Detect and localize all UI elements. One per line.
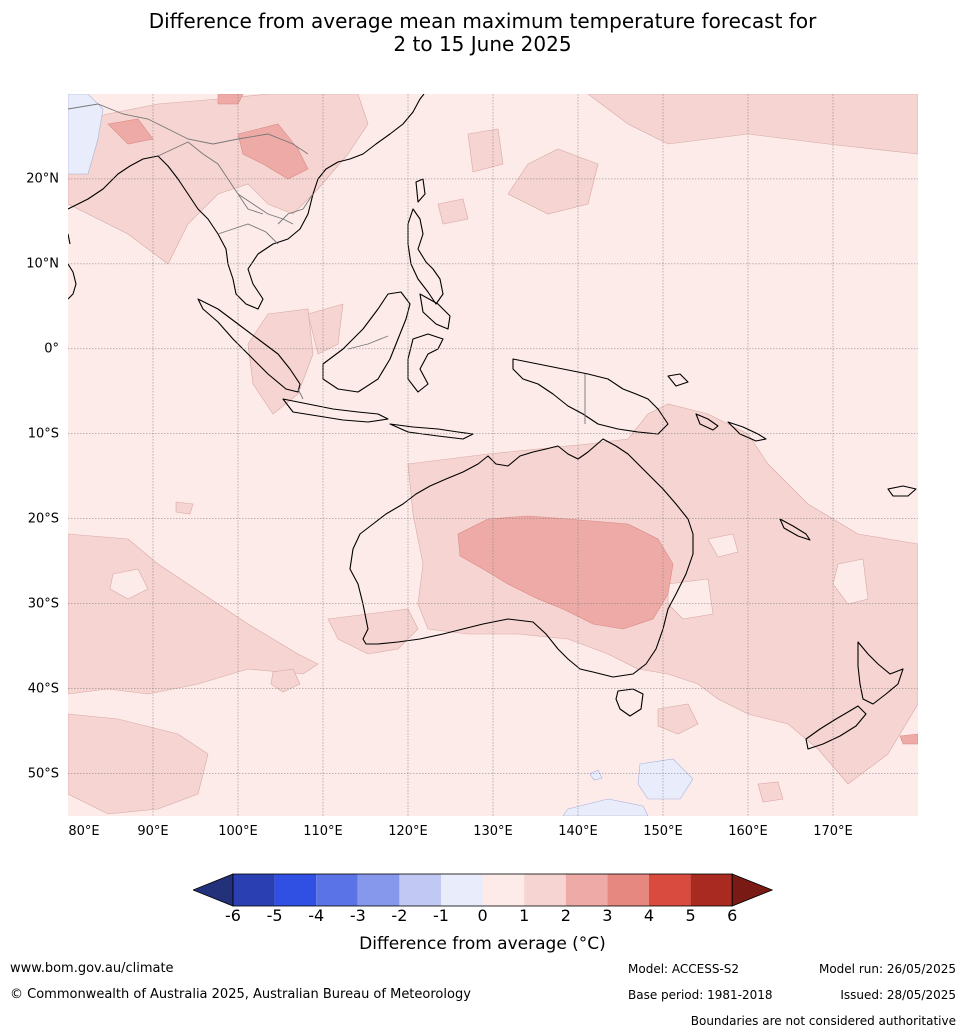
longitude-label: 110°E — [303, 824, 343, 839]
longitude-label: 130°E — [473, 824, 513, 839]
longitude-label: 160°E — [728, 824, 768, 839]
new-zealand-south-coast — [805, 705, 867, 750]
philippines-coast — [407, 208, 444, 305]
longitude-label: 170°E — [813, 824, 853, 839]
colorbar-tick-label: 5 — [685, 906, 696, 925]
colorbar-tick-label: 6 — [727, 906, 738, 925]
colorbar-tick-label: -3 — [349, 906, 366, 925]
graticule — [68, 94, 918, 816]
colorbar-tick-label: 0 — [477, 906, 488, 925]
sulawesi-coast — [407, 333, 444, 393]
colorbar-swatch — [233, 874, 275, 906]
latitude-label: 50°S — [27, 766, 59, 782]
colorbar-swatch — [607, 874, 649, 906]
anomaly-map — [68, 94, 918, 816]
longitude-label: 90°E — [137, 824, 169, 839]
asia-coast — [68, 94, 425, 310]
colorbar-swatch — [441, 874, 483, 906]
map-title: Difference from average mean maximum tem… — [0, 10, 965, 56]
tasmania-coast — [615, 688, 644, 717]
colorbar-swatch — [524, 874, 566, 906]
colorbar-tick-label: -5 — [266, 906, 283, 925]
longitude-label: 80°E — [68, 824, 100, 839]
anomaly-0-1-holes — [109, 533, 869, 620]
longitude-label: 140°E — [558, 824, 598, 839]
colorbar-tick-label: -1 — [433, 906, 449, 925]
sumatra-coast — [197, 298, 301, 393]
model-run-text: Model run: 26/05/2025 — [818, 962, 956, 976]
latitude-label: 0° — [44, 341, 59, 357]
latitude-label: 30°S — [27, 596, 59, 612]
latitude-label: 10°N — [26, 256, 59, 272]
colorbar — [193, 873, 773, 907]
colorbar-swatch — [482, 874, 525, 906]
anomaly-minus1-0-regions — [68, 94, 694, 816]
latitude-label: 10°S — [27, 426, 59, 442]
colorbar-swatch — [316, 874, 358, 906]
colorbar-tick-label: 3 — [602, 906, 613, 925]
anomaly-2-3-regions — [107, 94, 918, 745]
colorbar-tick-label: 1 — [519, 906, 530, 925]
disclaimer-text: Boundaries are not considered authoritat… — [690, 1014, 956, 1028]
colorbar-tick-label: -4 — [308, 906, 325, 925]
new-guinea-coast — [512, 358, 669, 435]
base-period-text: Base period: 1981-2018 — [628, 988, 773, 1002]
longitude-label: 100°E — [218, 824, 258, 839]
colorbar-swatch — [565, 874, 608, 906]
colorbar-min-extend — [193, 873, 234, 907]
colorbar-max-extend — [731, 873, 773, 907]
colorbar-swatch — [399, 874, 441, 906]
borneo-coast — [322, 291, 411, 393]
colorbar-tick-label: -6 — [225, 906, 241, 925]
title-line-1: Difference from average mean maximum tem… — [148, 9, 817, 33]
colorbar-tick-label: 2 — [560, 906, 571, 925]
coastlines — [68, 94, 917, 750]
latitude-label: 20°N — [26, 171, 59, 187]
colorbar-label: Difference from average (°C) — [359, 934, 606, 954]
colorbar-tick-label: -2 — [391, 906, 408, 925]
colorbar-frame — [232, 873, 733, 907]
latitude-label: 20°S — [27, 511, 59, 527]
copyright-text: © Commonwealth of Australia 2025, Austra… — [10, 987, 471, 1002]
colorbar-swatch — [690, 874, 733, 906]
title-line-2: 2 to 15 June 2025 — [393, 32, 572, 56]
model-text: Model: ACCESS-S2 — [628, 962, 740, 976]
australia-coast — [349, 438, 694, 678]
latitude-label: 40°S — [27, 681, 59, 697]
website-link[interactable]: www.bom.gov.au/climate — [10, 961, 174, 976]
colorbar-swatch — [649, 874, 691, 906]
longitude-label: 150°E — [643, 824, 683, 839]
longitude-label: 120°E — [388, 824, 428, 839]
new-zealand-north-coast — [857, 641, 904, 705]
java-coast — [282, 398, 389, 423]
colorbar-swatch — [274, 874, 317, 906]
issued-text: Issued: 28/05/2025 — [840, 988, 956, 1002]
colorbar-swatch — [357, 874, 400, 906]
colorbar-tick-label: 4 — [643, 906, 655, 925]
india-coast — [68, 263, 77, 300]
